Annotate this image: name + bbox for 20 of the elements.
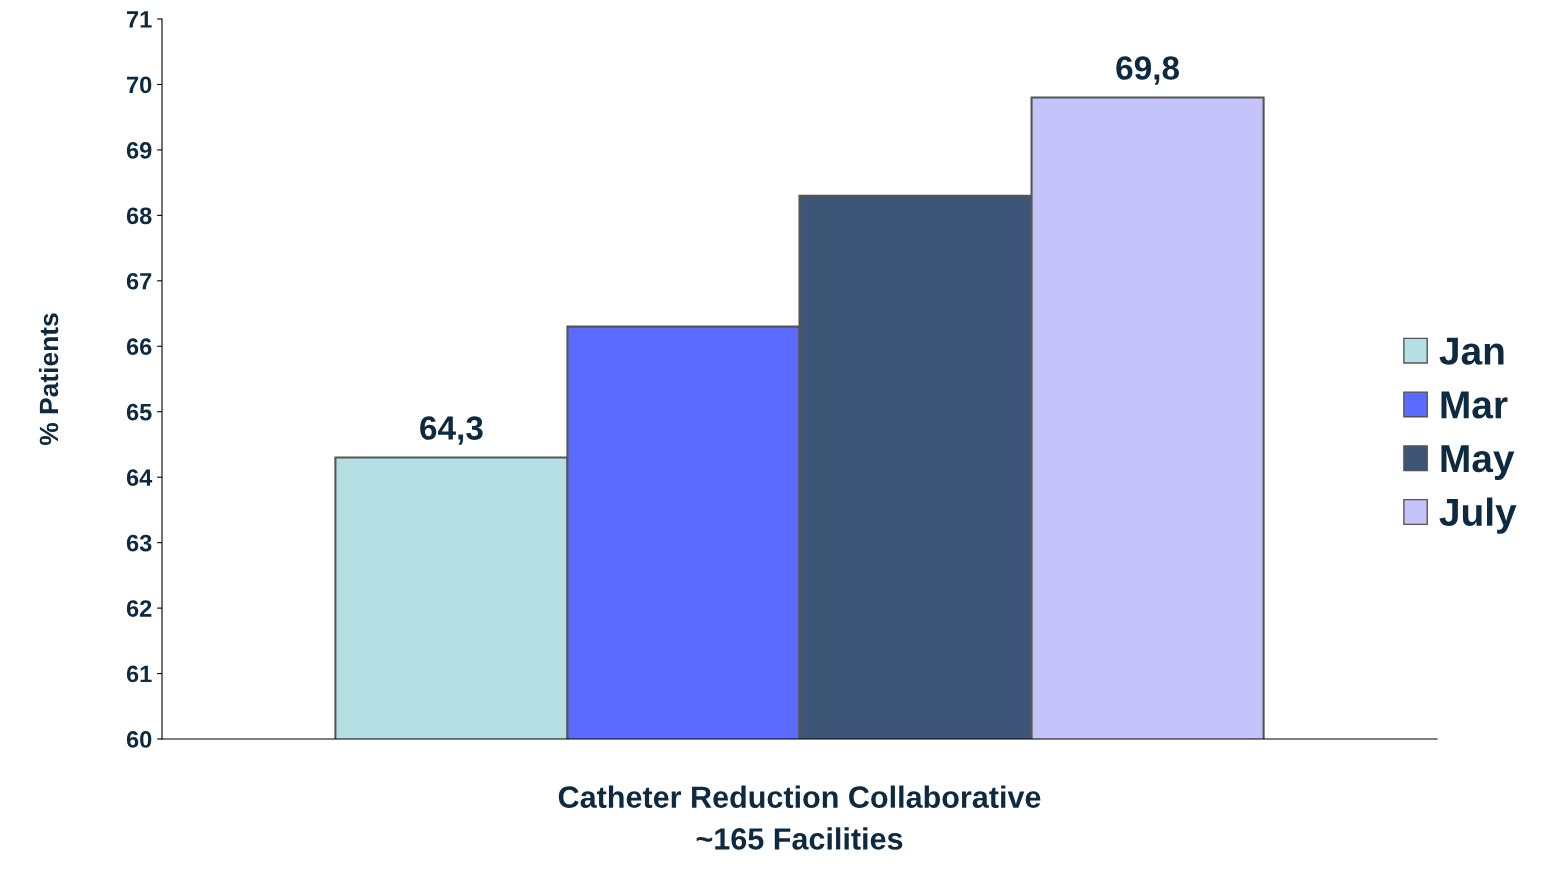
x-axis-title: Catheter Reduction Collaborative ~165 Facilities [558,785,1041,850]
y-axis-title: % Patients [38,313,59,446]
y-tick-label: 65 [126,403,152,421]
y-tick-label: 67 [126,272,152,290]
legend-label: Mar [1441,391,1508,419]
y-tick-label: 63 [126,534,152,552]
y-tick-label: 64 [126,469,153,486]
data-label: 64,3 [420,416,483,445]
y-tick-label: 70 [127,76,152,94]
y-tick-label: 60 [126,731,152,748]
y-tick-label: 71 [127,11,152,28]
y-tick-label: 68 [126,207,152,225]
legend-label: July [1439,497,1517,534]
y-tick-label: 69 [126,141,152,159]
legend-label: May [1441,445,1515,480]
y-tick-label: 66 [126,338,152,356]
y-tick-label: 61 [126,665,152,683]
data-label: 69,8 [1116,56,1179,85]
y-tick-label: 62 [126,600,152,617]
legend-label: Jan [1439,337,1504,365]
